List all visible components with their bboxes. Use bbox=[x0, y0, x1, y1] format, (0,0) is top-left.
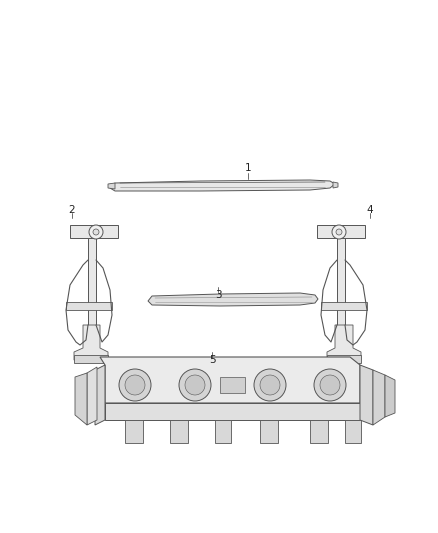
Polygon shape bbox=[220, 377, 245, 393]
Polygon shape bbox=[110, 180, 335, 191]
Circle shape bbox=[89, 225, 103, 239]
Circle shape bbox=[260, 375, 280, 395]
Polygon shape bbox=[70, 225, 118, 238]
Circle shape bbox=[93, 229, 99, 235]
Polygon shape bbox=[170, 420, 188, 443]
Polygon shape bbox=[105, 403, 360, 420]
Polygon shape bbox=[333, 182, 338, 188]
Polygon shape bbox=[385, 375, 395, 417]
Polygon shape bbox=[337, 238, 345, 325]
Polygon shape bbox=[310, 420, 328, 443]
Polygon shape bbox=[108, 183, 115, 189]
Text: 1: 1 bbox=[245, 163, 251, 173]
Polygon shape bbox=[148, 293, 318, 306]
Circle shape bbox=[119, 369, 151, 401]
Text: 2: 2 bbox=[69, 205, 75, 215]
Polygon shape bbox=[100, 357, 360, 403]
Circle shape bbox=[314, 369, 346, 401]
Polygon shape bbox=[321, 302, 367, 310]
Circle shape bbox=[125, 375, 145, 395]
Circle shape bbox=[254, 369, 286, 401]
Circle shape bbox=[336, 229, 342, 235]
Polygon shape bbox=[360, 365, 373, 425]
Polygon shape bbox=[345, 420, 361, 443]
Circle shape bbox=[179, 369, 211, 401]
Polygon shape bbox=[125, 420, 143, 443]
Polygon shape bbox=[215, 420, 231, 443]
Text: 3: 3 bbox=[215, 290, 221, 300]
Polygon shape bbox=[88, 238, 96, 325]
Polygon shape bbox=[74, 325, 108, 360]
Polygon shape bbox=[373, 370, 385, 425]
Text: 5: 5 bbox=[208, 355, 215, 365]
Circle shape bbox=[185, 375, 205, 395]
Polygon shape bbox=[260, 420, 278, 443]
Polygon shape bbox=[87, 367, 97, 425]
Circle shape bbox=[320, 375, 340, 395]
Polygon shape bbox=[317, 225, 365, 238]
Circle shape bbox=[332, 225, 346, 239]
Polygon shape bbox=[75, 373, 87, 425]
Text: 4: 4 bbox=[367, 205, 373, 215]
Polygon shape bbox=[95, 365, 105, 425]
Polygon shape bbox=[327, 355, 361, 363]
Polygon shape bbox=[74, 355, 108, 363]
Polygon shape bbox=[66, 302, 112, 310]
Polygon shape bbox=[327, 325, 361, 360]
